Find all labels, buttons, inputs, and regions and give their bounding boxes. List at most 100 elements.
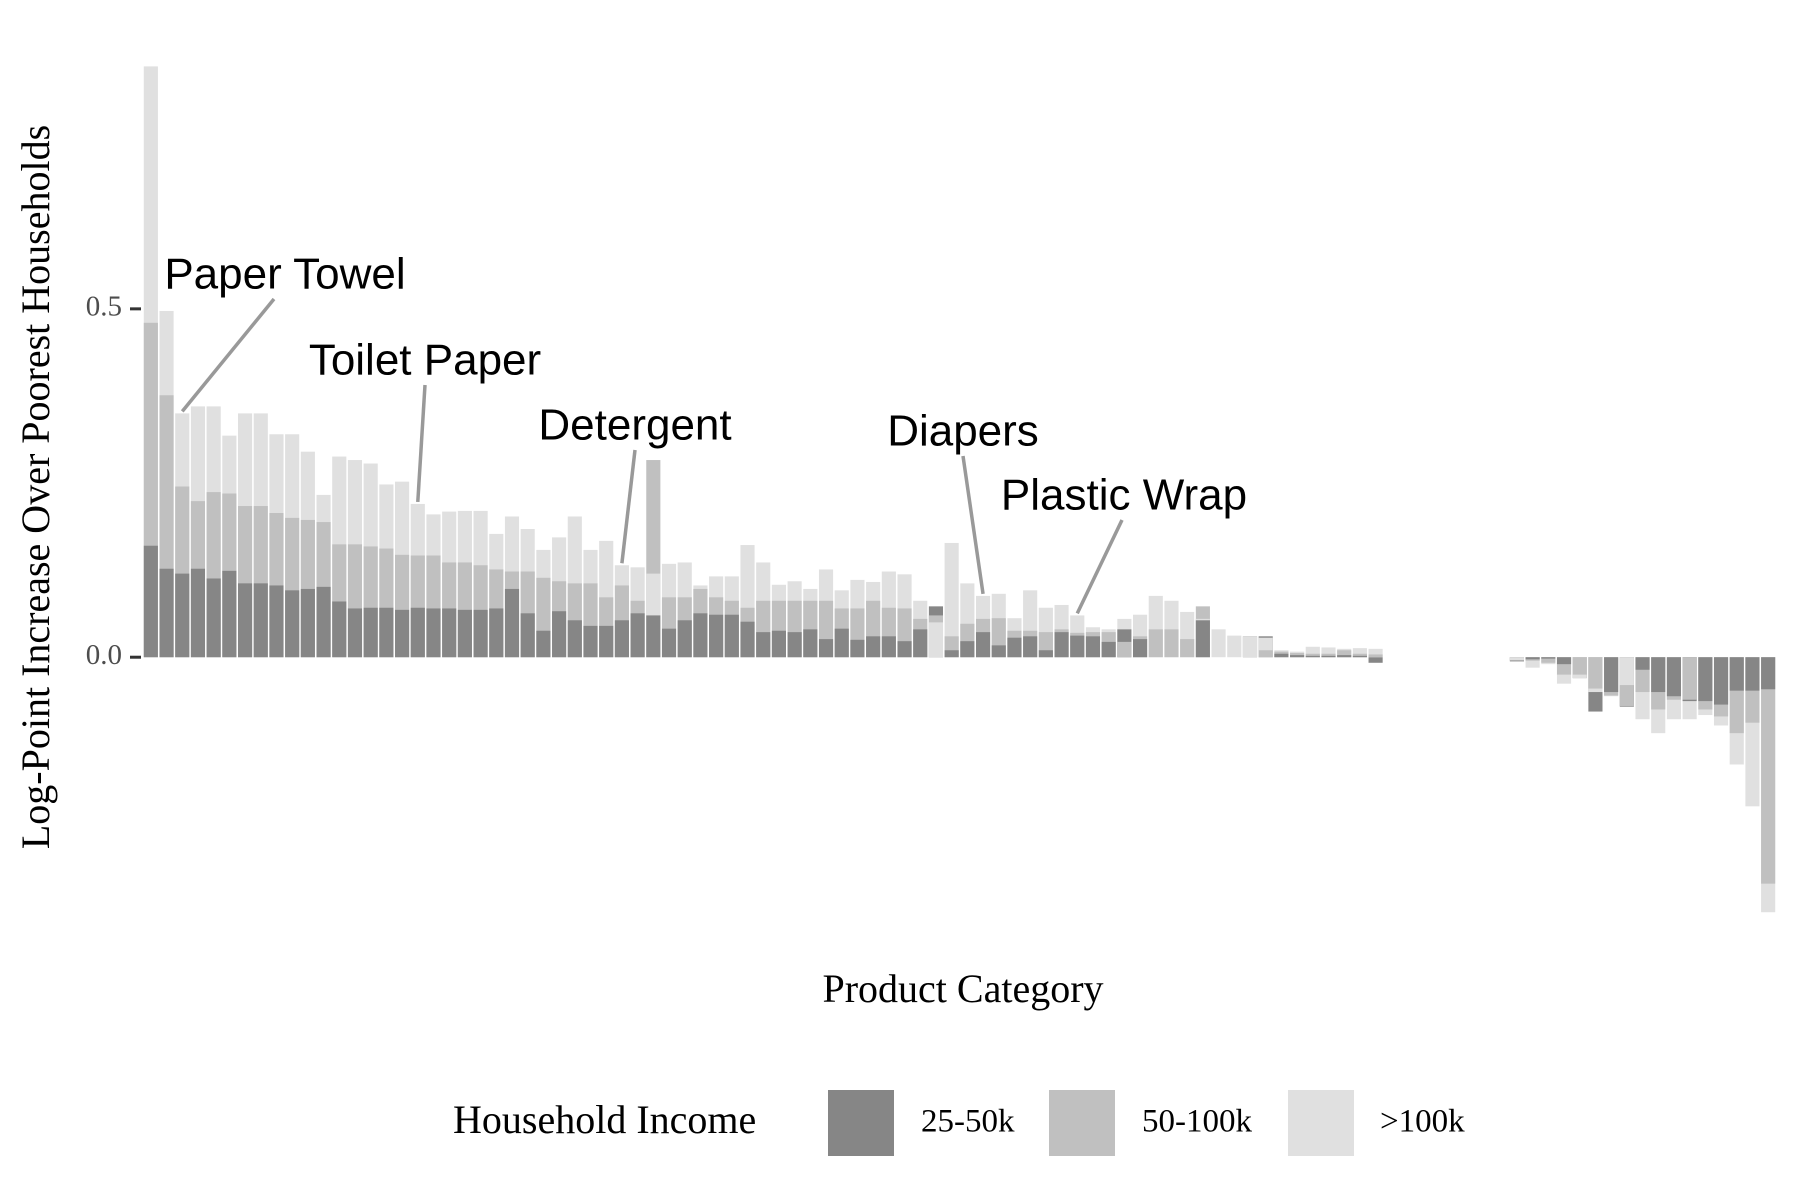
bar — [410, 607, 425, 658]
bar — [1352, 653, 1367, 658]
bar — [1070, 635, 1085, 658]
bar — [661, 628, 677, 658]
y-tick-label: 0.5 — [86, 291, 122, 323]
bar — [1101, 641, 1116, 658]
bar — [1761, 657, 1776, 884]
bar — [1541, 657, 1556, 663]
y-tick-label: 0.0 — [86, 639, 122, 671]
legend-label: >100k — [1380, 1104, 1465, 1140]
bar — [253, 583, 268, 658]
bar — [1023, 636, 1038, 658]
bar — [536, 630, 551, 658]
bar — [379, 607, 394, 658]
legend-title: Household Income — [453, 1097, 756, 1142]
bar — [285, 590, 300, 658]
annotation-line — [180, 297, 276, 413]
annotation: Paper Towel — [164, 250, 405, 299]
bar — [1352, 648, 1367, 658]
bar — [834, 628, 849, 658]
bar — [866, 636, 881, 658]
bar — [614, 620, 629, 658]
bar — [677, 620, 692, 658]
bar — [881, 636, 896, 658]
bar — [1368, 654, 1383, 658]
annotation-line — [1075, 519, 1124, 615]
bar — [1525, 657, 1540, 660]
annotation: Detergent — [538, 401, 731, 450]
legend-label: 25-50k — [921, 1104, 1015, 1140]
bar — [1211, 629, 1226, 658]
bar — [1321, 653, 1336, 658]
bar — [944, 650, 959, 658]
bar — [630, 613, 645, 658]
bar — [190, 568, 206, 658]
annotation-line — [961, 455, 985, 595]
bar — [1321, 655, 1336, 658]
bar — [1290, 655, 1305, 658]
bar — [300, 588, 315, 658]
bar — [1305, 653, 1320, 658]
bar — [1227, 635, 1242, 658]
bar — [1572, 657, 1587, 675]
bar — [1541, 657, 1556, 659]
bar — [1352, 655, 1367, 658]
bar — [520, 613, 535, 658]
bar — [1337, 650, 1352, 658]
bar — [1321, 647, 1336, 658]
bar — [222, 570, 237, 658]
bar — [1195, 620, 1210, 658]
bar — [1038, 650, 1053, 658]
bar — [913, 629, 928, 658]
bar — [693, 613, 708, 658]
bar — [1085, 636, 1101, 658]
bar — [771, 630, 786, 658]
bar — [1713, 657, 1729, 705]
bar — [473, 609, 488, 658]
bar — [1619, 657, 1634, 686]
bar — [1148, 629, 1163, 658]
bar — [347, 608, 363, 658]
bar — [206, 578, 221, 658]
bar — [237, 583, 253, 658]
bar — [803, 629, 818, 658]
bar — [442, 608, 457, 658]
bar — [1368, 657, 1383, 663]
legend-key — [1049, 1090, 1115, 1156]
bar — [960, 641, 975, 658]
bar — [1242, 636, 1258, 658]
bar — [269, 585, 284, 658]
bar — [787, 632, 802, 658]
bar — [1698, 657, 1713, 702]
bar — [1556, 657, 1572, 665]
bar — [1133, 639, 1148, 658]
bar — [975, 632, 991, 658]
legend-key — [1288, 1090, 1354, 1156]
bar — [159, 568, 174, 658]
bar — [1007, 637, 1022, 658]
annotation-line — [416, 384, 427, 503]
bar — [552, 611, 567, 658]
bar — [363, 607, 378, 658]
bar — [928, 622, 944, 658]
bar — [457, 609, 472, 658]
bar — [897, 641, 912, 658]
bar — [426, 608, 441, 658]
bar — [1682, 657, 1697, 700]
annotation: Plastic Wrap — [1001, 471, 1247, 520]
bar — [991, 645, 1006, 658]
bar — [143, 545, 158, 658]
bar — [1729, 657, 1744, 691]
bar — [1337, 655, 1352, 658]
annotation: Toilet Paper — [309, 336, 541, 385]
bar — [316, 586, 331, 658]
bar — [1258, 650, 1273, 658]
bar — [818, 639, 834, 658]
legend-key — [828, 1090, 894, 1156]
bar — [944, 542, 959, 658]
bar — [740, 621, 755, 658]
bar — [1651, 657, 1666, 693]
annotation-line — [620, 449, 637, 564]
bar — [175, 573, 190, 658]
